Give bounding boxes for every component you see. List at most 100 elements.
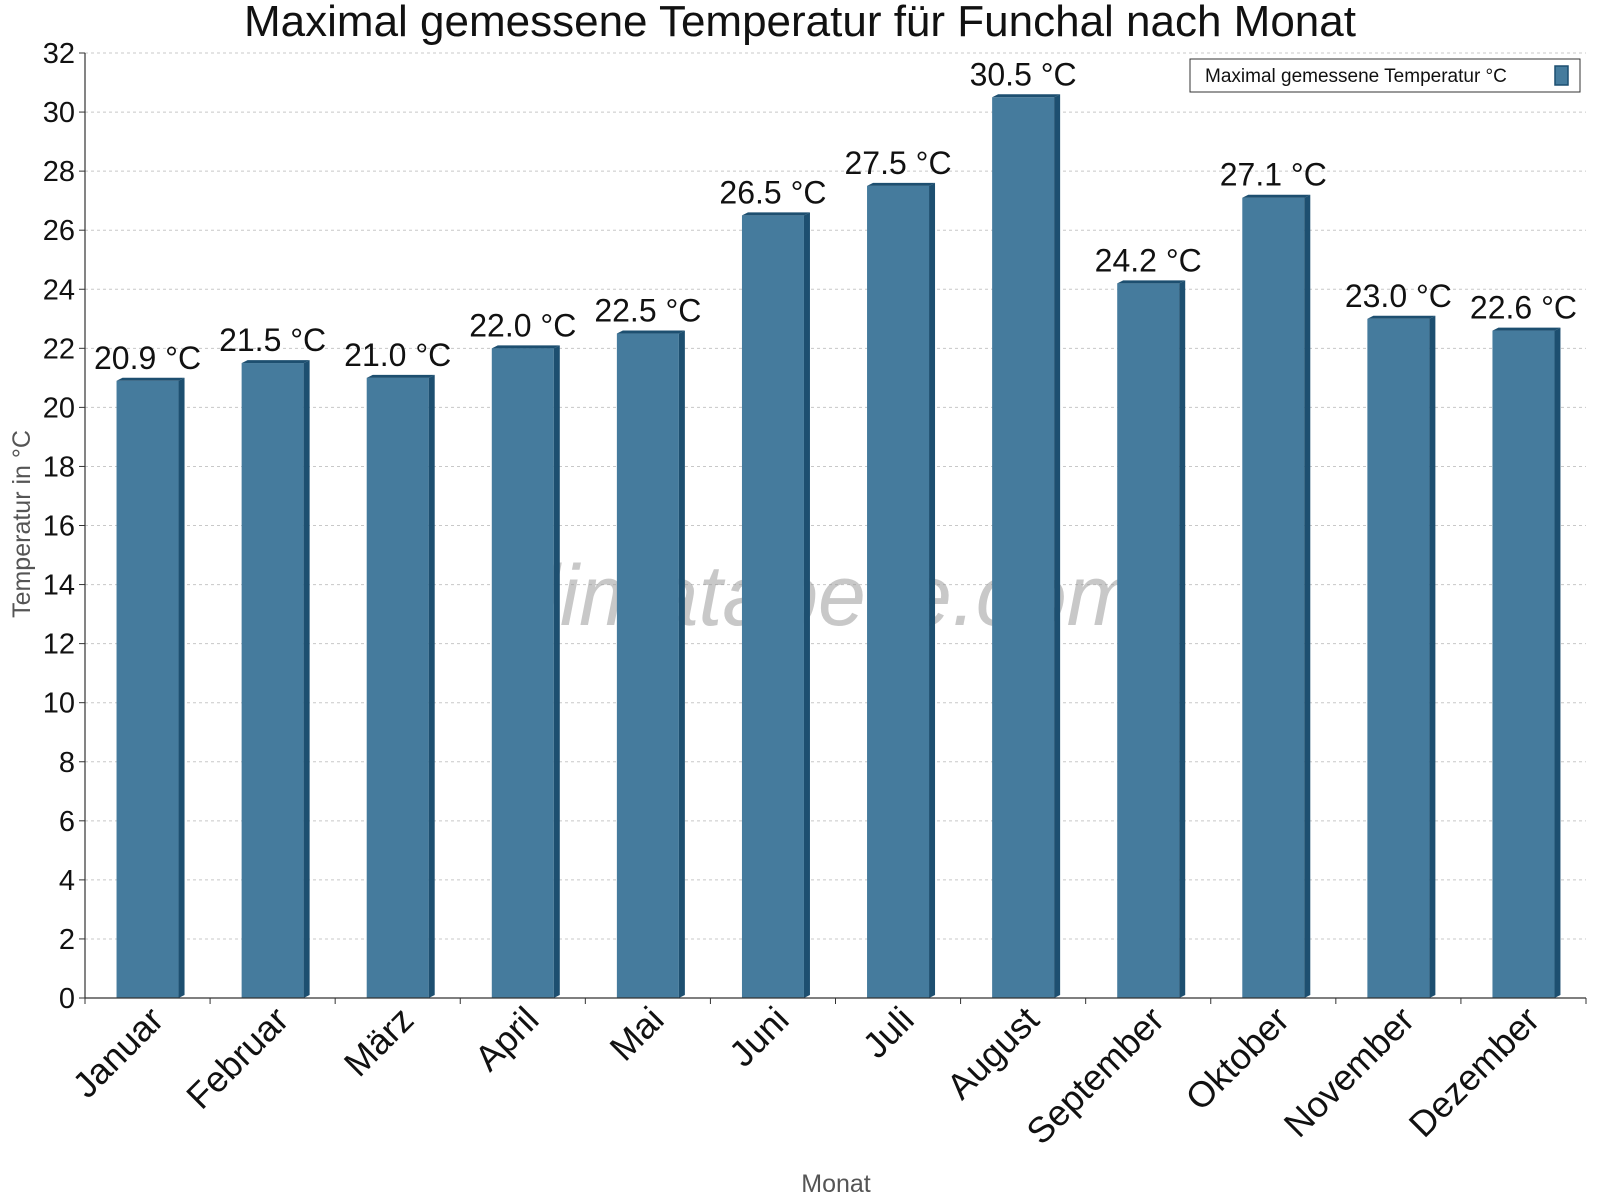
x-axis-title: Monat (801, 1170, 871, 1198)
y-tick-label: 6 (59, 806, 75, 838)
x-tick-label: Juni (721, 999, 797, 1075)
y-tick-label: 10 (43, 688, 75, 720)
bar-april: 22.0 °C (469, 307, 576, 998)
x-tick-label: September (1018, 999, 1172, 1153)
bar (992, 97, 1055, 998)
bar (1117, 283, 1180, 998)
data-label: 22.5 °C (594, 293, 701, 329)
bar (1367, 318, 1430, 998)
bar-top (491, 345, 560, 349)
x-tick-label: August (939, 999, 1047, 1107)
y-tick-label: 20 (43, 392, 75, 424)
bar-januar: 20.9 °C (94, 340, 201, 998)
y-tick-label: 4 (59, 865, 75, 897)
bar-märz: 21.0 °C (344, 337, 451, 998)
bar-side (1054, 94, 1061, 998)
bar-side (929, 182, 936, 998)
y-tick-label: 24 (43, 274, 75, 306)
x-tick-label: Januar (64, 999, 171, 1106)
bar-top (616, 330, 685, 334)
bar-side (678, 330, 685, 998)
data-label: 26.5 °C (719, 174, 826, 210)
bar-top (741, 212, 810, 216)
bar-side (1429, 315, 1436, 998)
y-tick-label: 28 (43, 156, 75, 188)
y-tick-label: 0 (59, 983, 75, 1015)
bar-top (992, 94, 1061, 98)
bar-top (1492, 327, 1561, 331)
chart-title: Maximal gemessene Temperatur für Funchal… (244, 0, 1356, 46)
bar-juli: 27.5 °C (845, 145, 952, 998)
bar (366, 377, 429, 998)
bar-side (303, 360, 310, 998)
data-label: 23.0 °C (1345, 278, 1452, 314)
bar-top (867, 182, 936, 186)
bar-mai: 22.5 °C (594, 293, 701, 998)
grid-lines (85, 52, 1586, 940)
bar-side (553, 345, 560, 998)
y-axis-title: Temperatur in °C (8, 430, 36, 618)
x-tick-label: November (1276, 999, 1422, 1145)
bar-top (1367, 315, 1436, 319)
bar-side (1179, 280, 1186, 998)
data-label: 30.5 °C (970, 56, 1077, 92)
bar-september: 24.2 °C (1095, 242, 1202, 998)
bar (116, 380, 179, 998)
bar (491, 348, 554, 998)
data-label: 21.0 °C (344, 337, 451, 373)
bar-dezember: 22.6 °C (1470, 290, 1577, 998)
x-tick-label: Mai (602, 999, 672, 1069)
legend-label: Maximal gemessene Temperatur °C (1205, 66, 1507, 87)
bar-side (178, 377, 185, 998)
bar-side (1554, 327, 1561, 998)
bar-side (428, 374, 435, 998)
bar-oktober: 27.1 °C (1220, 157, 1327, 998)
bar-series: 20.9 °C 21.5 °C 21.0 °C 22.0 °C 22.5 °C 26.5 … (94, 56, 1577, 998)
y-tick-label: 16 (43, 511, 75, 543)
y-tick-label: 18 (43, 451, 75, 483)
x-tick-label: Februar (178, 999, 296, 1117)
data-label: 21.5 °C (219, 322, 326, 358)
y-tick-label: 26 (43, 215, 75, 247)
bar-juni: 26.5 °C (719, 174, 826, 998)
bar (741, 215, 804, 998)
bar-side (1304, 194, 1311, 998)
bar-top (1242, 194, 1311, 198)
x-tick-label: Oktober (1177, 999, 1297, 1119)
data-label: 22.6 °C (1470, 290, 1577, 326)
bar-august: 30.5 °C (970, 56, 1077, 998)
bar-februar: 21.5 °C (219, 322, 326, 998)
y-tick-label: 2 (59, 924, 75, 956)
bar-top (116, 377, 185, 381)
x-tick-label: Dezember (1401, 999, 1547, 1145)
bar (616, 333, 679, 998)
bar-november: 23.0 °C (1345, 278, 1452, 998)
y-tick-label: 12 (43, 629, 75, 661)
data-label: 27.5 °C (845, 145, 952, 181)
bar (1242, 197, 1305, 998)
legend-swatch (1554, 65, 1569, 86)
bar (241, 363, 304, 998)
x-tick-label: April (467, 999, 547, 1079)
x-tick-label: Juli (855, 999, 922, 1066)
y-tick-label: 22 (43, 333, 75, 365)
bar (867, 185, 930, 998)
data-label: 27.1 °C (1220, 157, 1327, 193)
y-tick-label: 32 (43, 38, 75, 70)
x-axis-ticks: Januar Februar März April Mai Juni Juli AugustS… (64, 998, 1587, 1153)
bar-top (241, 360, 310, 364)
y-tick-label: 8 (59, 747, 75, 779)
y-tick-label: 14 (43, 570, 75, 602)
bar-side (803, 212, 810, 998)
data-label: 20.9 °C (94, 340, 201, 376)
y-tick-label: 30 (43, 97, 75, 129)
bar-top (366, 374, 435, 378)
data-label: 24.2 °C (1095, 242, 1202, 278)
data-label: 22.0 °C (469, 307, 576, 343)
bar-top (1117, 280, 1186, 284)
legend: Maximal gemessene Temperatur °C (1189, 58, 1581, 93)
x-tick-label: März (336, 999, 422, 1085)
bar (1492, 330, 1555, 998)
